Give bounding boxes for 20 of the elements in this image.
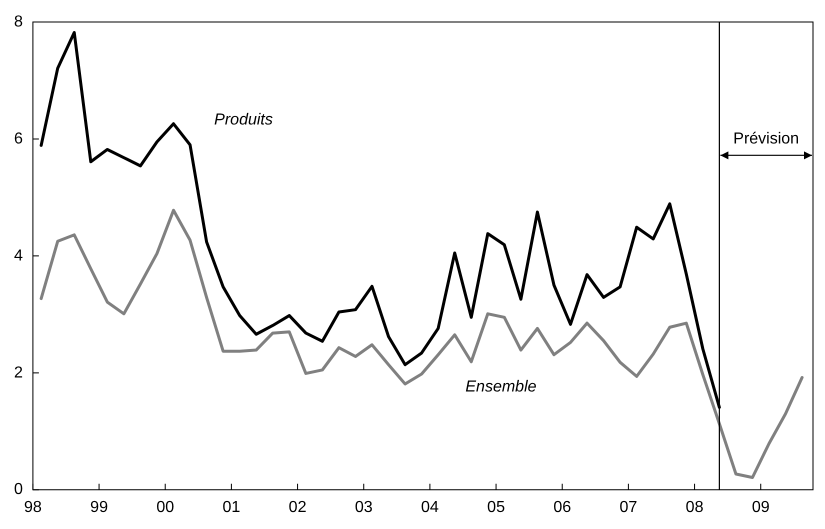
x-tick-label: 98 (24, 498, 42, 516)
x-tick-label: 03 (354, 498, 373, 516)
y-tick-label: 8 (14, 13, 23, 30)
series-label: Produits (214, 112, 273, 129)
x-tick-label: 99 (90, 498, 108, 516)
series-label: Ensemble (465, 378, 537, 396)
y-tick-label: 6 (14, 130, 23, 148)
x-tick-label: 01 (222, 498, 240, 516)
x-tick-label: 07 (619, 498, 638, 516)
x-tick-label: 00 (156, 498, 174, 516)
x-tick-label: 09 (752, 498, 770, 516)
y-tick-label: 0 (14, 481, 23, 498)
x-tick-label: 06 (553, 498, 572, 516)
x-tick-label: 08 (686, 498, 704, 516)
x-tick-label: 05 (487, 498, 506, 516)
y-tick-label: 4 (14, 247, 23, 264)
y-tick-label: 2 (14, 364, 23, 382)
x-tick-label: 02 (288, 498, 307, 516)
x-tick-label: 04 (421, 498, 439, 516)
ref-line-label: Prévision (733, 130, 800, 148)
